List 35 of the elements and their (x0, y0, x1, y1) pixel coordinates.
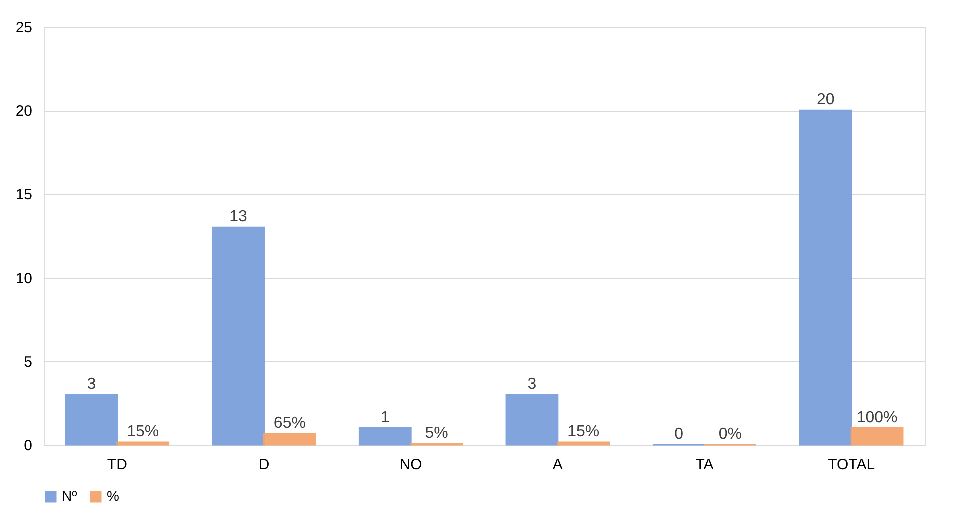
data-label: 65% (274, 415, 306, 432)
x-tick-label: TA (696, 456, 714, 474)
bar (850, 428, 904, 446)
x-tick-label: NO (400, 456, 422, 474)
data-label: 3 (528, 376, 537, 393)
x-tick-label: A (552, 456, 563, 474)
y-tick-label: 0 (24, 438, 32, 454)
bar (65, 394, 118, 446)
y-tick-label: 20 (16, 103, 32, 120)
data-label: 15% (568, 423, 600, 440)
y-tick-label: 15 (16, 186, 32, 204)
data-label: 0 (674, 426, 684, 443)
x-tick-label: D (258, 456, 270, 474)
y-tick-label: 25 (16, 20, 32, 36)
data-label: 100% (856, 409, 898, 426)
data-label: 13 (230, 208, 248, 226)
bar (557, 442, 610, 446)
data-label: 0% (718, 426, 742, 443)
legend-label: % (107, 488, 120, 504)
bar (264, 433, 316, 446)
data-label: 15% (127, 423, 160, 440)
bar (506, 394, 559, 446)
bar (116, 442, 170, 446)
legend-label: Nº (62, 488, 78, 504)
bar (358, 428, 412, 446)
data-label: 5% (425, 425, 448, 442)
data-label: 3 (87, 376, 96, 393)
y-tick-label: 5 (24, 354, 32, 371)
y-tick-label: 10 (16, 270, 32, 288)
x-tick-label: TOTAL (828, 456, 876, 474)
bar (212, 226, 265, 446)
data-label: 20 (816, 92, 835, 109)
bar (799, 110, 852, 446)
x-tick-label: TD (107, 456, 128, 474)
data-label: 1 (380, 409, 390, 426)
